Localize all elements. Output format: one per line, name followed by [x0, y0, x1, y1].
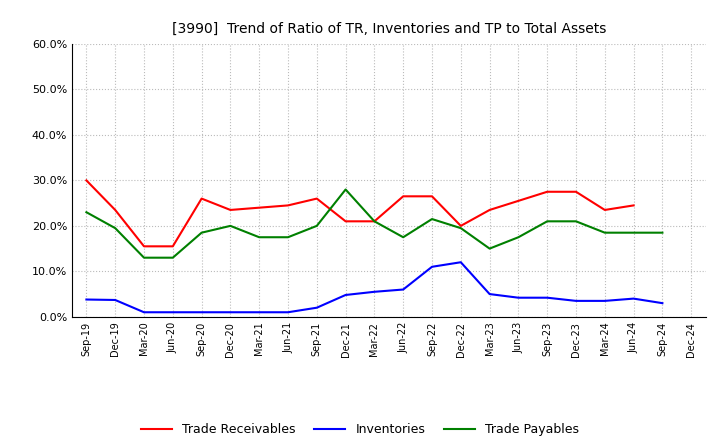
Inventories	[82, 297, 91, 302]
Trade Payables	[255, 235, 264, 240]
Trade Payables	[111, 225, 120, 231]
Trade Payables	[629, 230, 638, 235]
Trade Payables	[572, 219, 580, 224]
Inventories	[370, 289, 379, 294]
Trade Payables	[341, 187, 350, 192]
Trade Receivables	[312, 196, 321, 201]
Trade Payables	[168, 255, 177, 260]
Trade Receivables	[543, 189, 552, 194]
Trade Receivables	[82, 178, 91, 183]
Trade Receivables	[456, 223, 465, 228]
Trade Payables	[284, 235, 292, 240]
Trade Payables	[514, 235, 523, 240]
Trade Payables	[485, 246, 494, 251]
Trade Receivables	[111, 207, 120, 213]
Line: Trade Payables: Trade Payables	[86, 190, 662, 258]
Trade Payables	[312, 223, 321, 228]
Inventories	[111, 297, 120, 303]
Inventories	[399, 287, 408, 292]
Trade Receivables	[341, 219, 350, 224]
Inventories	[514, 295, 523, 301]
Trade Payables	[197, 230, 206, 235]
Trade Receivables	[428, 194, 436, 199]
Trade Payables	[456, 225, 465, 231]
Trade Receivables	[284, 203, 292, 208]
Inventories	[312, 305, 321, 310]
Trade Payables	[543, 219, 552, 224]
Inventories	[658, 301, 667, 306]
Inventories	[543, 295, 552, 301]
Trade Receivables	[485, 207, 494, 213]
Trade Receivables	[629, 203, 638, 208]
Inventories	[197, 310, 206, 315]
Trade Receivables	[514, 198, 523, 203]
Trade Payables	[82, 209, 91, 215]
Inventories	[456, 260, 465, 265]
Trade Payables	[370, 219, 379, 224]
Trade Receivables	[600, 207, 609, 213]
Trade Receivables	[572, 189, 580, 194]
Trade Receivables	[140, 244, 148, 249]
Trade Receivables	[370, 219, 379, 224]
Trade Receivables	[197, 196, 206, 201]
Line: Trade Receivables: Trade Receivables	[86, 180, 634, 246]
Trade Payables	[428, 216, 436, 222]
Legend: Trade Receivables, Inventories, Trade Payables: Trade Receivables, Inventories, Trade Pa…	[135, 417, 585, 440]
Line: Inventories: Inventories	[86, 262, 662, 312]
Inventories	[226, 310, 235, 315]
Trade Payables	[600, 230, 609, 235]
Inventories	[341, 292, 350, 297]
Trade Payables	[140, 255, 148, 260]
Inventories	[284, 310, 292, 315]
Inventories	[600, 298, 609, 304]
Trade Payables	[226, 223, 235, 228]
Trade Payables	[658, 230, 667, 235]
Trade Payables	[399, 235, 408, 240]
Inventories	[485, 291, 494, 297]
Title: [3990]  Trend of Ratio of TR, Inventories and TP to Total Assets: [3990] Trend of Ratio of TR, Inventories…	[171, 22, 606, 36]
Inventories	[140, 310, 148, 315]
Inventories	[572, 298, 580, 304]
Inventories	[629, 296, 638, 301]
Trade Receivables	[226, 207, 235, 213]
Trade Receivables	[255, 205, 264, 210]
Trade Receivables	[399, 194, 408, 199]
Inventories	[168, 310, 177, 315]
Trade Receivables	[168, 244, 177, 249]
Inventories	[428, 264, 436, 269]
Inventories	[255, 310, 264, 315]
